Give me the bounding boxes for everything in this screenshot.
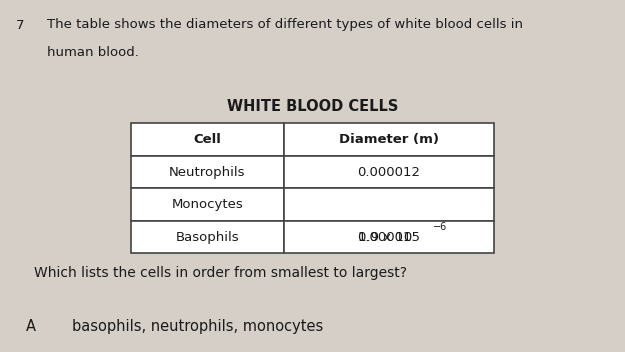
- Bar: [131, 188, 284, 221]
- Text: 0.000012: 0.000012: [357, 165, 420, 178]
- Bar: [284, 123, 494, 156]
- Text: Basophils: Basophils: [176, 231, 239, 244]
- Text: −6: −6: [432, 222, 447, 232]
- Text: basophils, neutrophils, monocytes: basophils, neutrophils, monocytes: [72, 319, 323, 334]
- Text: Cell: Cell: [194, 133, 221, 146]
- Text: Diameter (m): Diameter (m): [339, 133, 439, 146]
- Bar: [284, 156, 494, 188]
- Text: Neutrophils: Neutrophils: [169, 165, 246, 178]
- Text: Which lists the cells in order from smallest to largest?: Which lists the cells in order from smal…: [34, 266, 408, 280]
- Text: Monocytes: Monocytes: [171, 198, 243, 211]
- Text: WHITE BLOOD CELLS: WHITE BLOOD CELLS: [227, 99, 398, 114]
- Bar: [131, 156, 284, 188]
- Text: human blood.: human blood.: [47, 46, 139, 59]
- Bar: [284, 221, 494, 253]
- Text: 0.000015: 0.000015: [357, 231, 420, 244]
- Bar: [131, 123, 284, 156]
- Text: The table shows the diameters of different types of white blood cells in: The table shows the diameters of differe…: [47, 18, 523, 31]
- Text: 1.9 x 10: 1.9 x 10: [358, 231, 412, 244]
- Text: 7: 7: [16, 19, 24, 32]
- Bar: [131, 221, 284, 253]
- Bar: [284, 188, 494, 221]
- Text: A: A: [26, 319, 36, 334]
